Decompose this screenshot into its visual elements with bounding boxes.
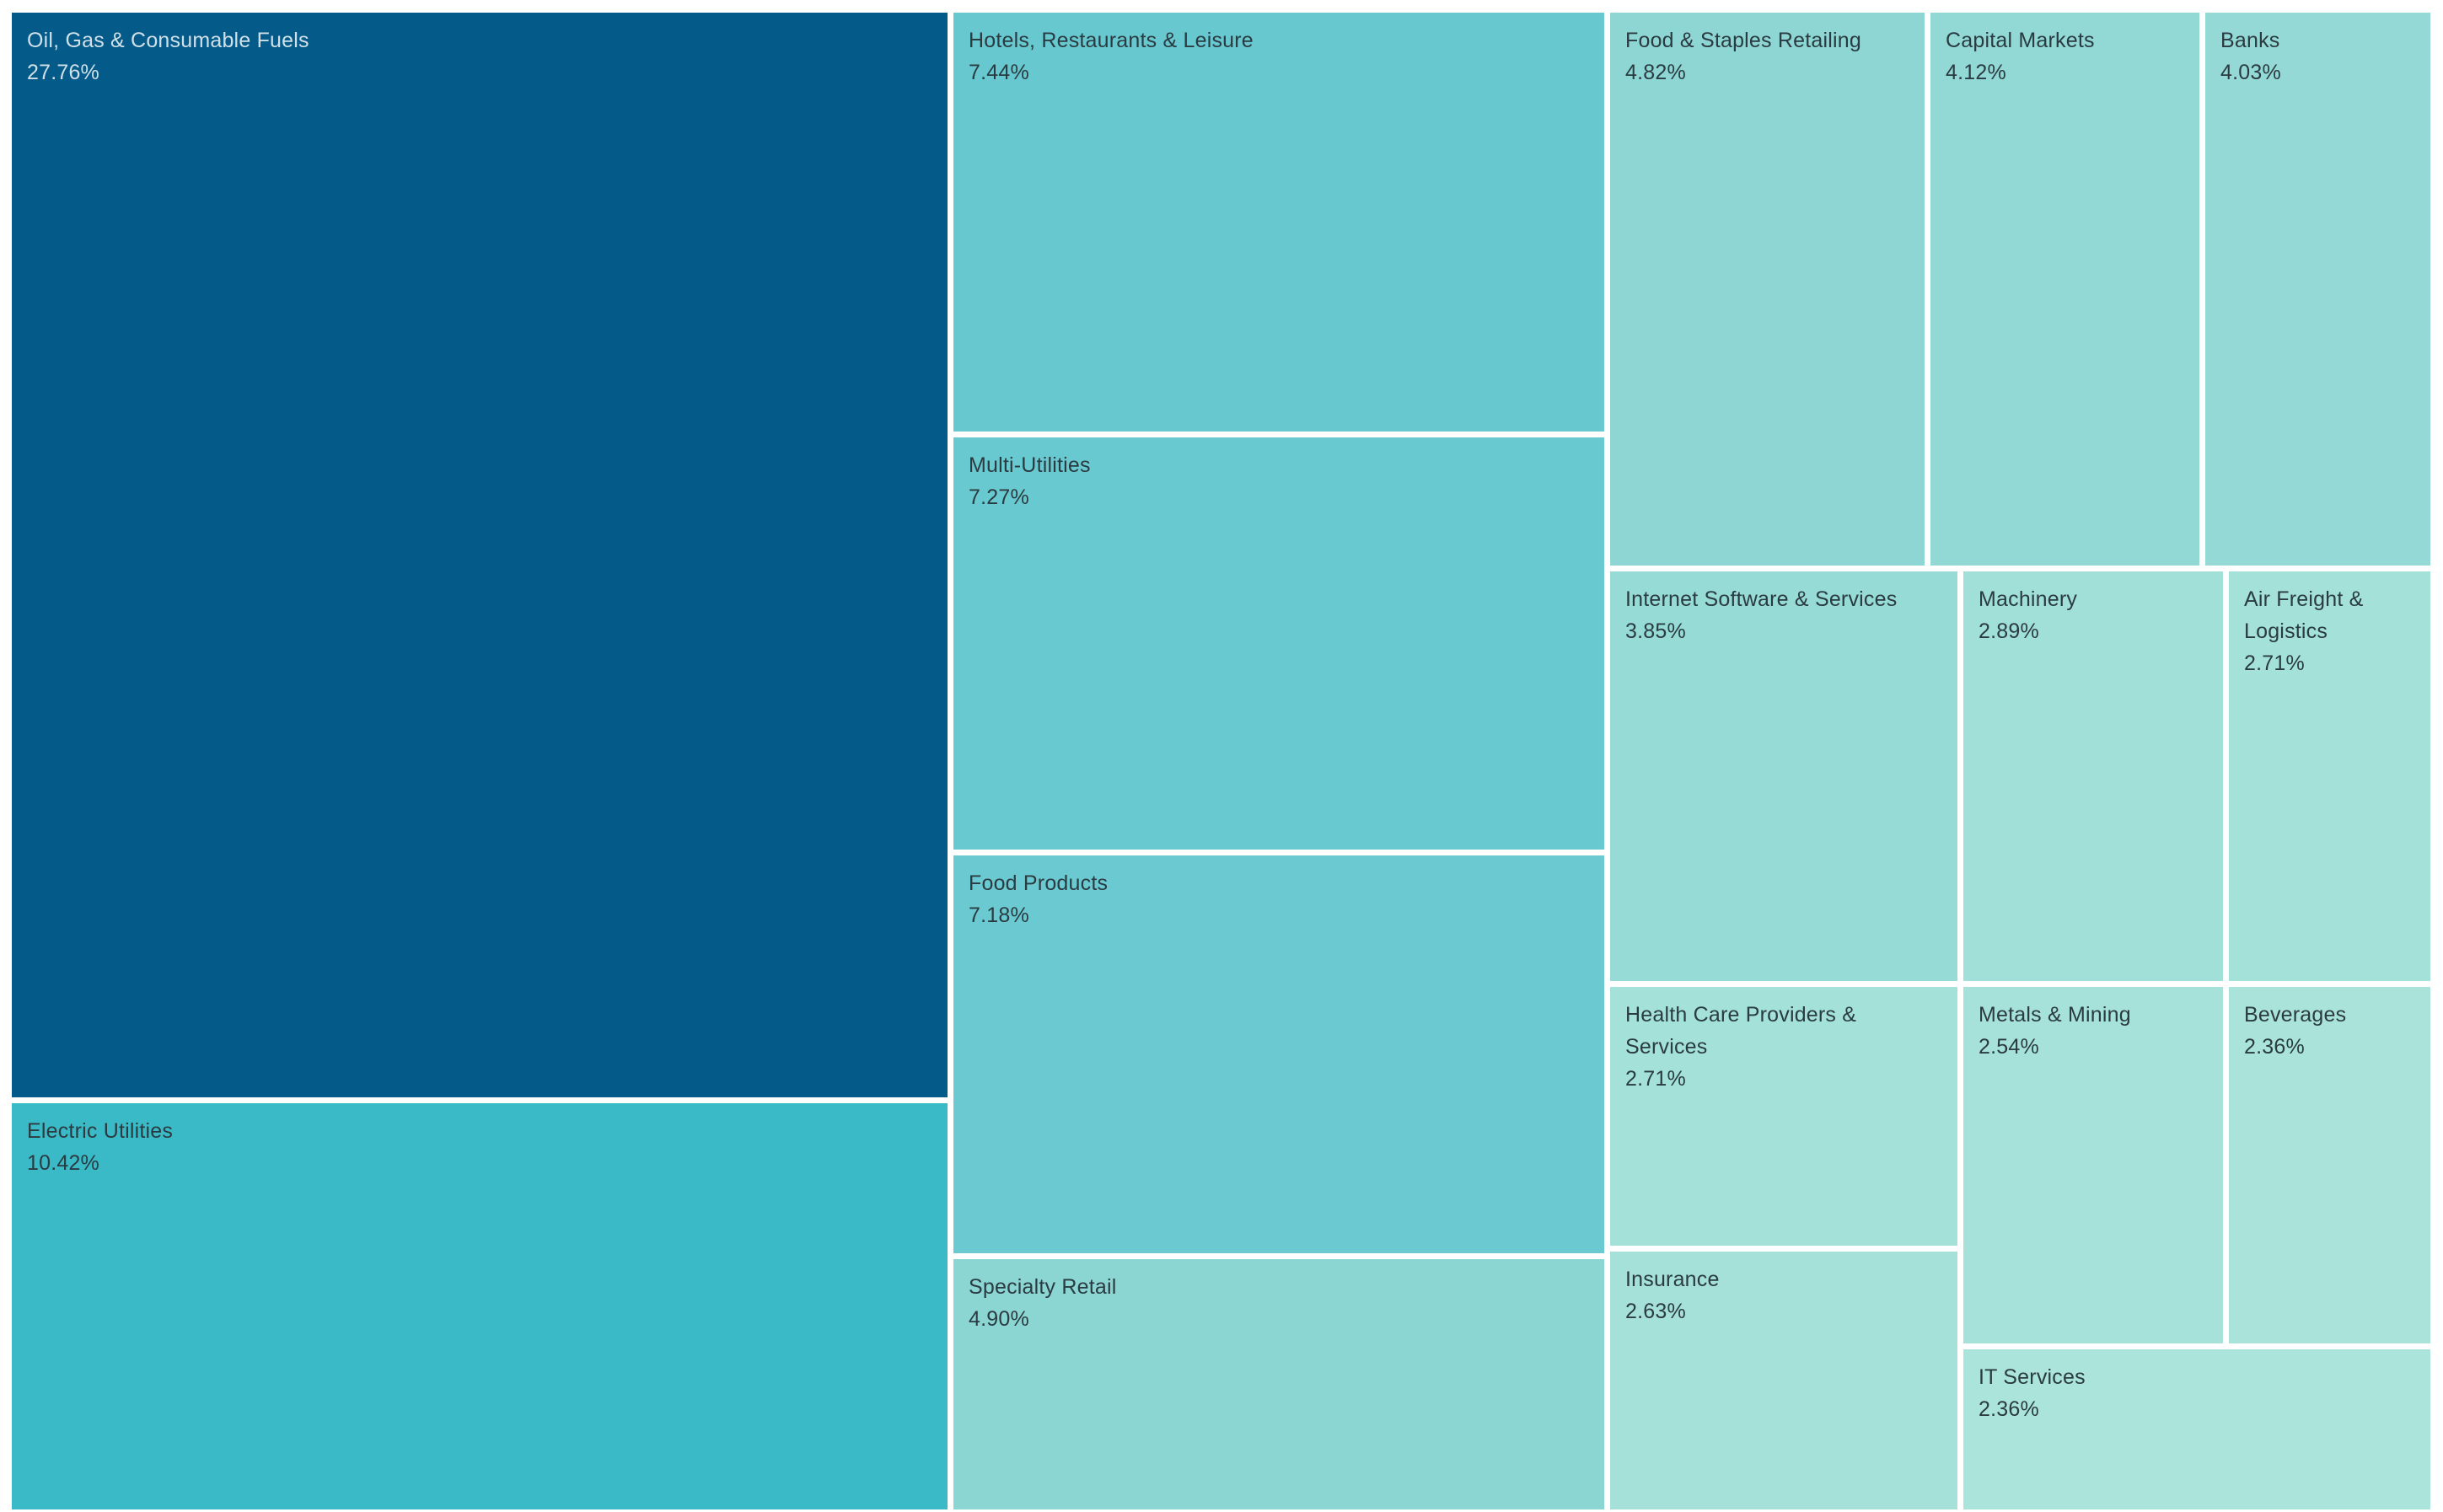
treemap-tile-machinery[interactable]: Machinery 2.89% (1963, 571, 2223, 981)
tile-percent-value: 4.12% (1946, 61, 2006, 84)
tile-percent-value: 3.85% (1625, 619, 1686, 643)
tile-percent-value: 2.63% (1625, 1300, 1686, 1323)
tile-sector-label: Internet Software & Services (1625, 587, 1898, 611)
tile-percent-value: 2.36% (2244, 1035, 2305, 1059)
treemap-tile-health-care-providers-services[interactable]: Health Care Providers & Services 2.71% (1610, 987, 1957, 1246)
treemap-tile-specialty-retail[interactable]: Specialty Retail 4.90% (953, 1259, 1604, 1509)
treemap-tile-capital-markets[interactable]: Capital Markets 4.12% (1930, 13, 2199, 566)
treemap-tile-food-staples-retailing[interactable]: Food & Staples Retailing 4.82% (1610, 13, 1925, 566)
treemap-tile-metals-mining[interactable]: Metals & Mining 2.54% (1963, 987, 2223, 1343)
tile-sector-label: Capital Markets (1946, 29, 2095, 52)
tile-percent-value: 7.27% (969, 485, 1029, 509)
treemap-tile-insurance[interactable]: Insurance 2.63% (1610, 1252, 1957, 1509)
tile-sector-label: Insurance (1625, 1268, 1720, 1291)
treemap-tile-internet-software-services[interactable]: Internet Software & Services 3.85% (1610, 571, 1957, 981)
tile-sector-label: Metals & Mining (1979, 1003, 2131, 1027)
tile-percent-value: 2.36% (1979, 1397, 2039, 1421)
treemap-tile-beverages[interactable]: Beverages 2.36% (2229, 987, 2430, 1343)
tile-sector-label: Food Products (969, 871, 1109, 895)
tile-sector-label: Oil, Gas & Consumable Fuels (27, 29, 309, 52)
tile-sector-label: Hotels, Restaurants & Leisure (969, 29, 1254, 52)
tile-percent-value: 4.82% (1625, 61, 1686, 84)
tile-percent-value: 2.54% (1979, 1035, 2039, 1059)
tile-sector-label: Beverages (2244, 1003, 2347, 1027)
treemap-tile-banks[interactable]: Banks 4.03% (2205, 13, 2430, 566)
treemap-tile-multi-utilities[interactable]: Multi-Utilities 7.27% (953, 437, 1604, 850)
tile-percent-value: 4.90% (969, 1307, 1029, 1331)
tile-sector-label: Multi-Utilities (969, 453, 1091, 477)
treemap-tile-food-products[interactable]: Food Products 7.18% (953, 855, 1604, 1253)
tile-sector-label: Banks (2220, 29, 2280, 52)
tile-sector-label: Machinery (1979, 587, 2078, 611)
tile-percent-value: 10.42% (27, 1151, 99, 1175)
tile-percent-value: 7.44% (969, 61, 1029, 84)
tile-percent-value: 7.18% (969, 903, 1029, 927)
treemap-tile-hotels-restaurants-leisure[interactable]: Hotels, Restaurants & Leisure 7.44% (953, 13, 1604, 432)
tile-percent-value: 4.03% (2220, 61, 2281, 84)
tile-sector-label: Food & Staples Retailing (1625, 29, 1861, 52)
tile-sector-label: Air Freight & Logistics (2244, 587, 2364, 643)
treemap-tile-air-freight-logistics[interactable]: Air Freight & Logistics 2.71% (2229, 571, 2430, 981)
tile-percent-value: 2.71% (2244, 651, 2305, 675)
tile-percent-value: 2.71% (1625, 1067, 1686, 1091)
tile-sector-label: Electric Utilities (27, 1119, 174, 1143)
tile-sector-label: Health Care Providers & Services (1625, 1003, 1857, 1059)
tile-percent-value: 2.89% (1979, 619, 2039, 643)
treemap-tile-it-services[interactable]: IT Services 2.36% (1963, 1349, 2430, 1509)
treemap-tile-oil-gas-consumable-fuels[interactable]: Oil, Gas & Consumable Fuels 27.76% (12, 13, 948, 1097)
tile-sector-label: IT Services (1979, 1365, 2086, 1389)
tile-sector-label: Specialty Retail (969, 1275, 1117, 1299)
treemap-tile-electric-utilities[interactable]: Electric Utilities 10.42% (12, 1103, 948, 1509)
tile-percent-value: 27.76% (27, 61, 99, 84)
